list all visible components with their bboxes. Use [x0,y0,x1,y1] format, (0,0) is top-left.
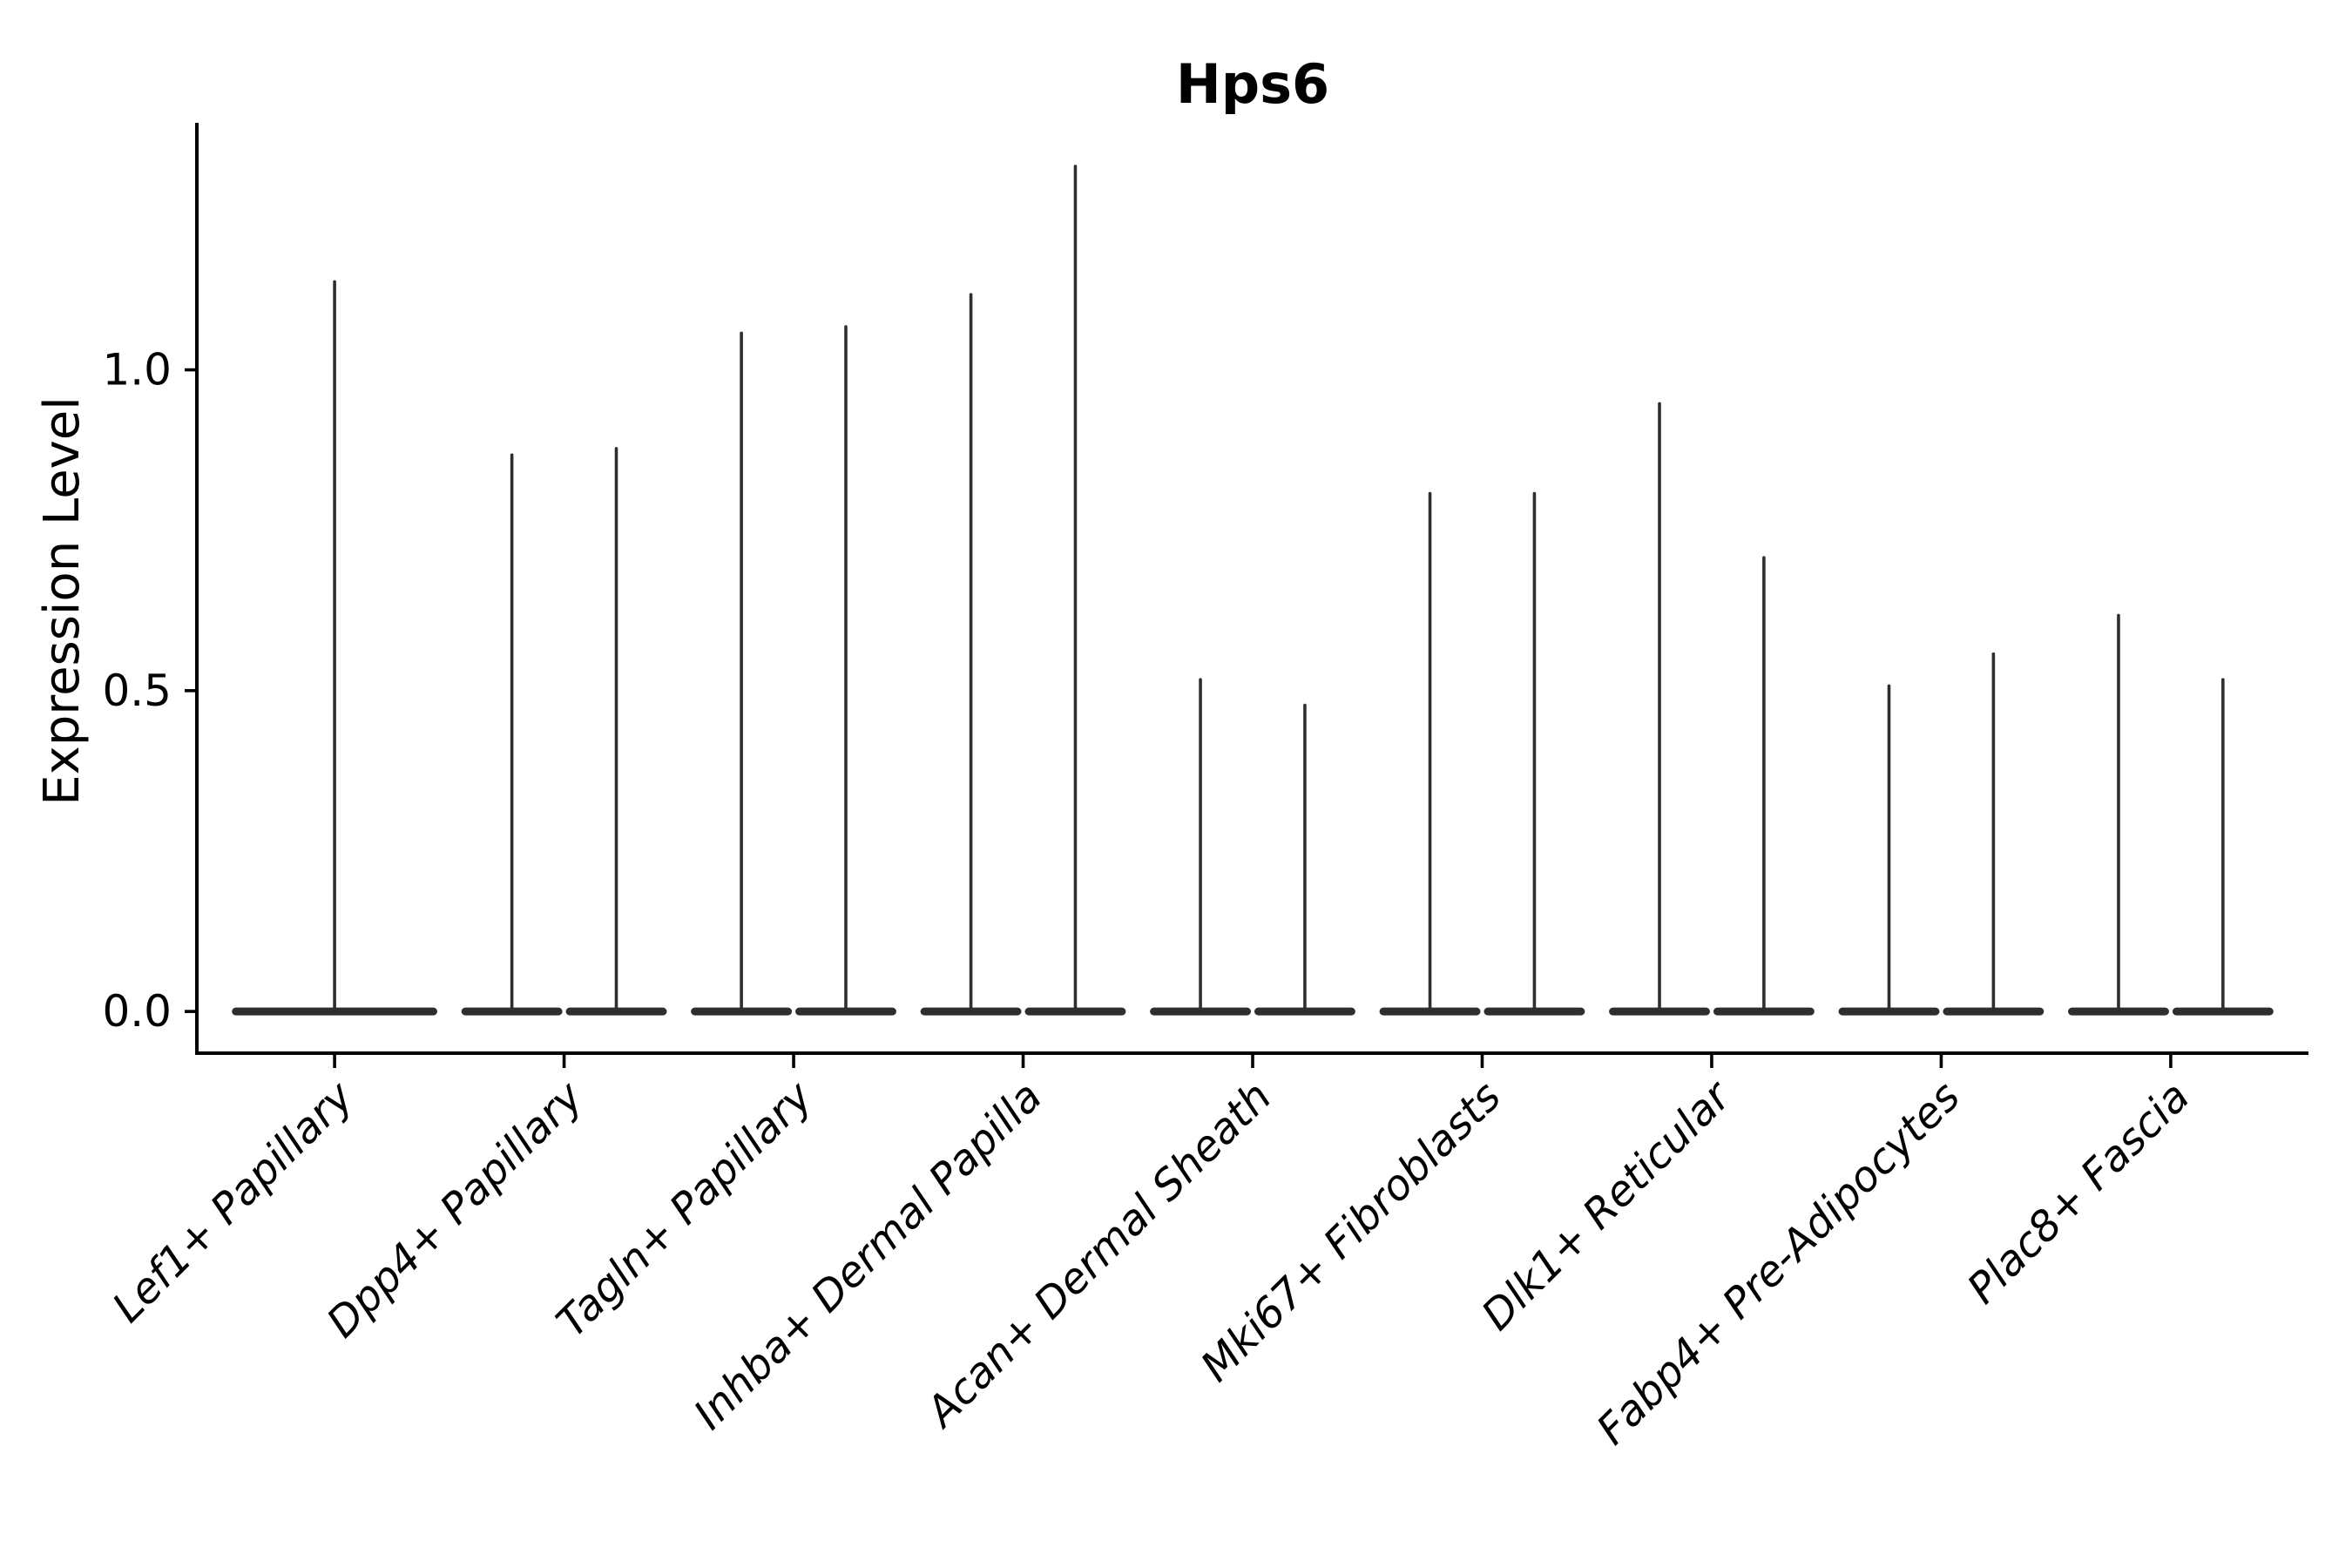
y-tick-label: 0.0 [102,986,172,1037]
x-tick-label-lef1-papillary: Lef1+ Papillary [103,1071,363,1332]
violin-lef1-papillary [232,280,437,1016]
violin-fabp4-pre-adipocytes [1838,652,2044,1016]
x-tick-label-tagln-papillary: Tagln+ Papillary [547,1071,822,1347]
violin-inhba-dermal-papilla [920,165,1126,1016]
x-tick-label-fabp4-pre-adipocytes: Fabp4+ Pre-Adipocytes [1587,1072,1970,1455]
violin-plac8-fascia [2068,613,2274,1016]
x-tick-label-plac8-fascia: Plac8+ Fascia [1958,1072,2200,1314]
violin-acan-dermal-sheath [1150,678,1355,1016]
violin-dpp4-papillary [461,447,667,1016]
chart-title: Hps6 [1176,52,1329,116]
y-tick-label: 1.0 [102,345,172,395]
violin-mki67-fibroblasts [1379,491,1585,1016]
x-tick-label-dpp4-papillary: Dpp4+ Papillary [317,1071,592,1347]
violin-tagln-papillary [691,325,896,1016]
violin-dlk1-reticular [1609,402,1815,1016]
violins-layer [232,165,2274,1016]
y-tick-label: 0.5 [102,666,172,716]
y-axis-label: Expression Level [34,396,91,806]
x-tick-label-dlk1-reticular: Dlk1+ Reticular [1472,1071,1742,1341]
